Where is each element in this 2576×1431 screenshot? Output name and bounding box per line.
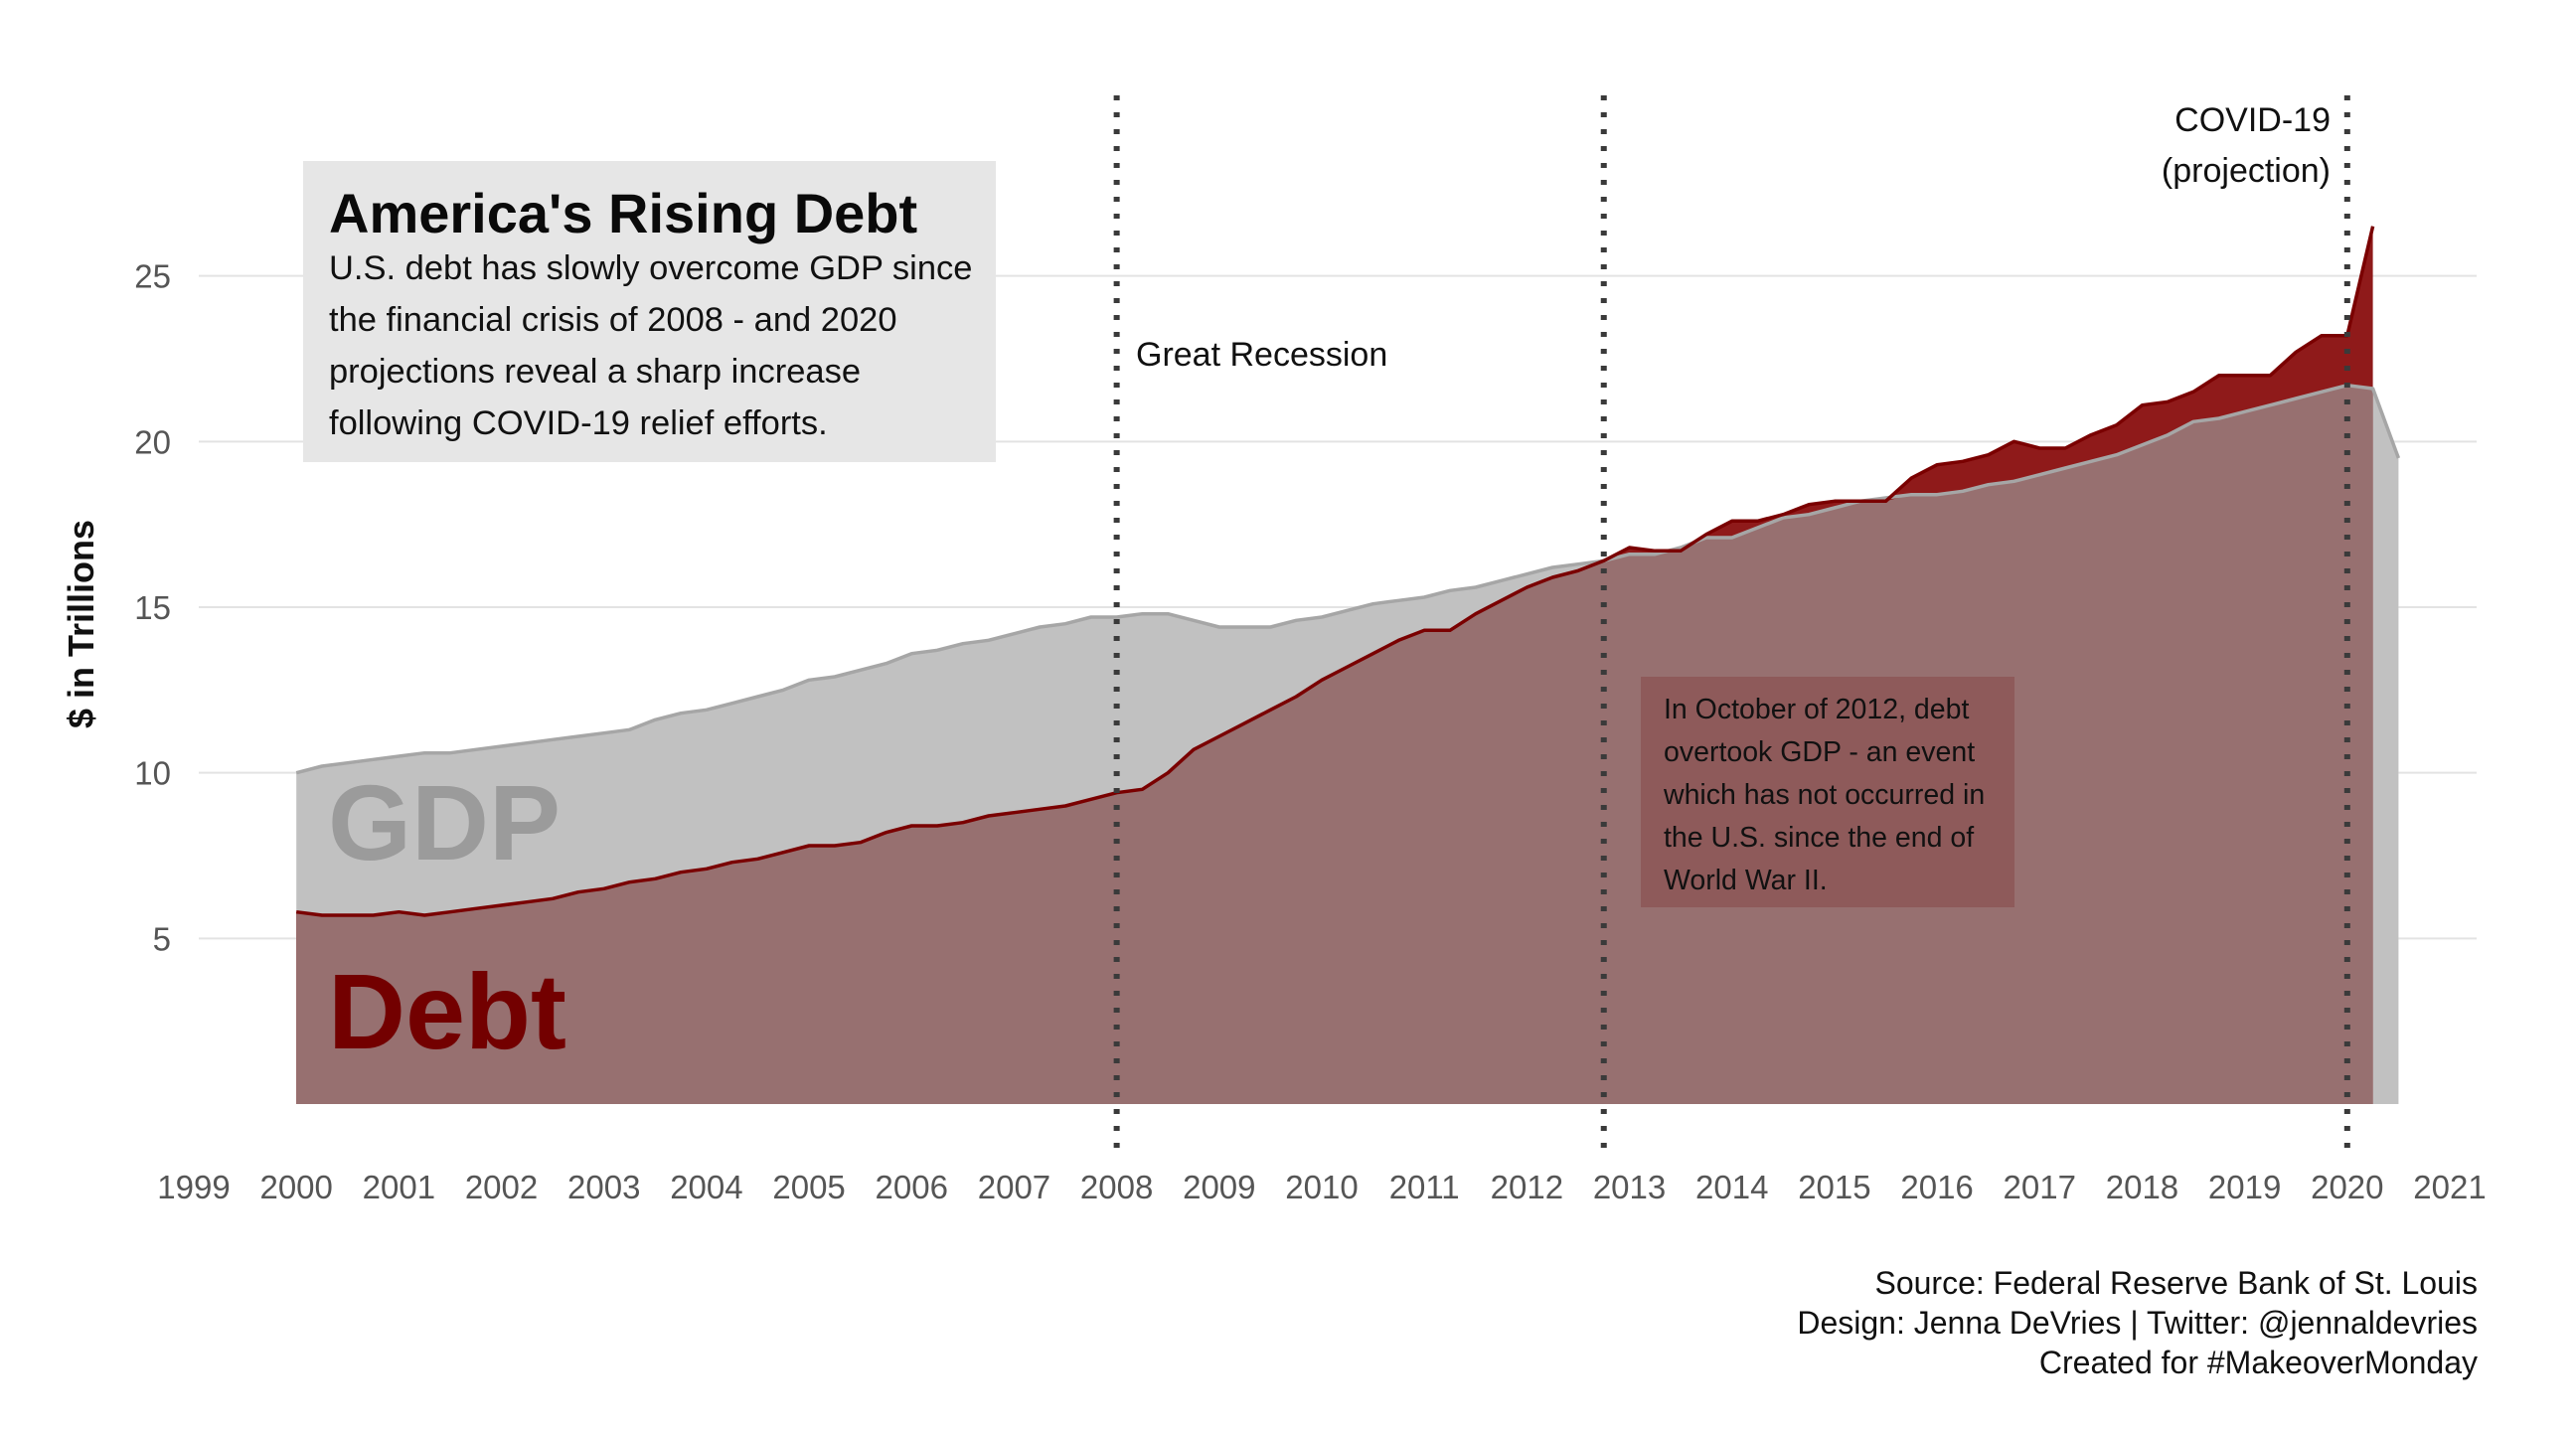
debt-line (295, 226, 2375, 917)
crossover-note: In October of 2012, debt overtook GDP - … (1664, 694, 1986, 896)
caption-design: Design: Jenna DeVries | Twitter: @jennal… (1797, 1305, 2478, 1341)
crossover-note-box: In October of 2012, debt overtook GDP - … (1641, 677, 2014, 907)
x-tick-label-2002: 2002 (465, 1169, 538, 1205)
x-tick-label-2010: 2010 (1285, 1169, 1358, 1205)
x-tick-label-2017: 2017 (2004, 1169, 2076, 1205)
caption-created: Created for #MakeoverMonday (2038, 1345, 2478, 1380)
x-axis-ticks: 1999 2000 2001 2002 2003 2004 2005 2006 2007 2008… (157, 1169, 2486, 1205)
chart-subtitle: U.S. debt has slowly overcome GDP since … (329, 249, 973, 442)
caption-source: Source: Federal Reserve Bank of St. Loui… (1874, 1265, 2478, 1301)
x-tick-label-2020: 2020 (2311, 1169, 2383, 1205)
x-tick-label-1999: 1999 (157, 1169, 230, 1205)
x-tick-label-2009: 2009 (1183, 1169, 1255, 1205)
gdp-series-label: GDP (328, 762, 562, 882)
debt-series-label: Debt (328, 951, 566, 1071)
x-tick-label-2003: 2003 (567, 1169, 640, 1205)
y-tick-label-15: 15 (134, 589, 171, 626)
gdp-line (295, 383, 2401, 775)
overlap-area (296, 385, 2373, 1104)
y-tick-label-10: 10 (134, 755, 171, 792)
covid-label: COVID-19 (projection) (2162, 95, 2331, 197)
y-tick-label-20: 20 (134, 423, 171, 460)
y-axis-ticks: 5 10 15 20 25 (134, 258, 171, 958)
title-box: America's Rising Debt U.S. debt has slow… (303, 161, 996, 462)
x-tick-label-2021: 2021 (2413, 1169, 2486, 1205)
y-axis-label: $ in Trillions (61, 519, 101, 729)
x-tick-label-2014: 2014 (1695, 1169, 1768, 1205)
caption: Source: Federal Reserve Bank of St. Loui… (1797, 1263, 2478, 1382)
covid-label-line2: (projection) (2161, 152, 2331, 190)
x-tick-label-2004: 2004 (670, 1169, 742, 1205)
x-tick-label-2005: 2005 (772, 1169, 845, 1205)
x-tick-label-2011: 2011 (1389, 1169, 1460, 1205)
event-lines (1113, 95, 2350, 1153)
x-tick-label-2018: 2018 (2106, 1169, 2178, 1205)
x-tick-label-2001: 2001 (363, 1169, 435, 1205)
x-tick-label-2013: 2013 (1593, 1169, 1666, 1205)
y-tick-label-5: 5 (153, 920, 171, 957)
x-tick-label-2008: 2008 (1080, 1169, 1153, 1205)
covid-label-line1: COVID-19 (2174, 101, 2331, 139)
x-tick-label-2006: 2006 (876, 1169, 948, 1205)
x-tick-label-2007: 2007 (978, 1169, 1050, 1205)
x-tick-label-2016: 2016 (1900, 1169, 1973, 1205)
x-tick-label-2019: 2019 (2208, 1169, 2281, 1205)
x-tick-label-2012: 2012 (1491, 1169, 1563, 1205)
x-tick-label-2000: 2000 (259, 1169, 332, 1205)
chart-title: America's Rising Debt (329, 182, 918, 244)
x-tick-label-2015: 2015 (1798, 1169, 1870, 1205)
y-tick-label-25: 25 (134, 258, 171, 295)
great-recession-label: Great Recession (1136, 336, 1388, 374)
